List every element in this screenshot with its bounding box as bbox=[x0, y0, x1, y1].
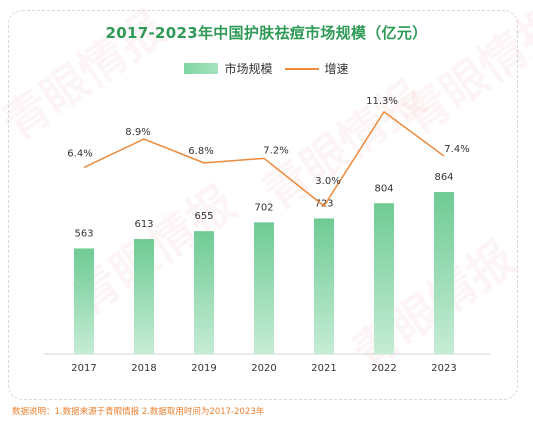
bar-value-label: 702 bbox=[254, 202, 273, 213]
legend-label-bar: 市场规模 bbox=[224, 62, 273, 76]
growth-label: 8.9% bbox=[125, 127, 150, 138]
x-tick-label: 2018 bbox=[131, 363, 156, 374]
growth-label: 7.4% bbox=[444, 144, 469, 155]
growth-label: 6.8% bbox=[188, 146, 213, 157]
bar-2017 bbox=[74, 248, 94, 354]
x-tick-label: 2023 bbox=[431, 363, 456, 374]
bar-value-label: 804 bbox=[374, 183, 393, 194]
chart-card bbox=[8, 10, 518, 400]
chart-title: 2017-2023年中国护肤祛痘市场规模（亿元） bbox=[105, 24, 428, 42]
bar-2018 bbox=[134, 239, 154, 354]
bar-2023 bbox=[434, 192, 454, 354]
bar-2019 bbox=[194, 231, 214, 354]
x-tick-label: 2019 bbox=[191, 363, 216, 374]
bar-value-label: 723 bbox=[314, 198, 333, 209]
bar-2022 bbox=[374, 203, 394, 354]
growth-label: 3.0% bbox=[315, 176, 340, 187]
legend-item-bar: 市场规模 bbox=[184, 60, 273, 77]
legend-item-line: 增速 bbox=[284, 60, 349, 77]
bar-2021 bbox=[314, 218, 334, 354]
legend-line-swatch bbox=[284, 67, 319, 70]
growth-line bbox=[83, 111, 445, 207]
legend-bar-swatch bbox=[184, 63, 219, 74]
legend: 市场规模 增速 bbox=[0, 60, 533, 77]
x-tick-label: 2021 bbox=[311, 363, 336, 374]
bar-value-label: 655 bbox=[194, 211, 213, 222]
growth-label: 11.3% bbox=[366, 96, 398, 107]
bar-value-label: 613 bbox=[134, 219, 153, 230]
growth-label: 6.4% bbox=[67, 148, 92, 159]
legend-label-line: 增速 bbox=[324, 62, 349, 76]
x-tick-label: 2020 bbox=[251, 363, 276, 374]
bar-value-label: 563 bbox=[74, 228, 93, 239]
bar-value-label: 864 bbox=[434, 172, 453, 183]
x-tick-label: 2017 bbox=[71, 363, 96, 374]
footnote: 数据说明：1.数据来源于青眼情报 2.数据取用时间为2017-2023年 bbox=[12, 407, 265, 417]
bar-2020 bbox=[254, 222, 274, 354]
growth-label: 7.2% bbox=[263, 145, 288, 156]
x-tick-label: 2022 bbox=[371, 363, 396, 374]
